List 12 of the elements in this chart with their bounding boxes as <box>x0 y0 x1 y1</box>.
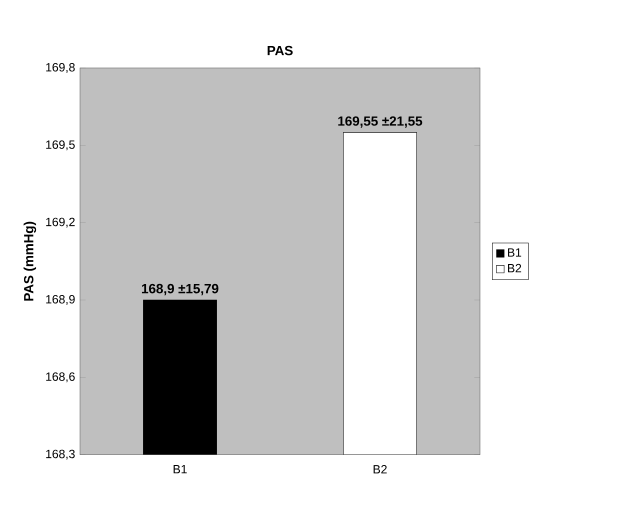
y-tick-label: 168,3 <box>46 450 75 460</box>
y-tick-label: 168,9 <box>46 295 75 305</box>
data-label: 169,55 ±21,55 <box>338 116 422 128</box>
y-tick-label: 169,5 <box>46 140 75 150</box>
legend-label: B1 <box>508 248 522 257</box>
y-tick-label: 169,2 <box>46 218 75 228</box>
data-label: 168,9 ±15,79 <box>142 284 218 296</box>
y-axis-title: PAS (mmHg) <box>24 222 36 301</box>
y-tick-label: 168,6 <box>46 372 75 382</box>
y-tick-label: 169,8 <box>46 63 75 73</box>
legend-label: B2 <box>508 264 522 272</box>
chart-title: PAS <box>268 46 293 56</box>
